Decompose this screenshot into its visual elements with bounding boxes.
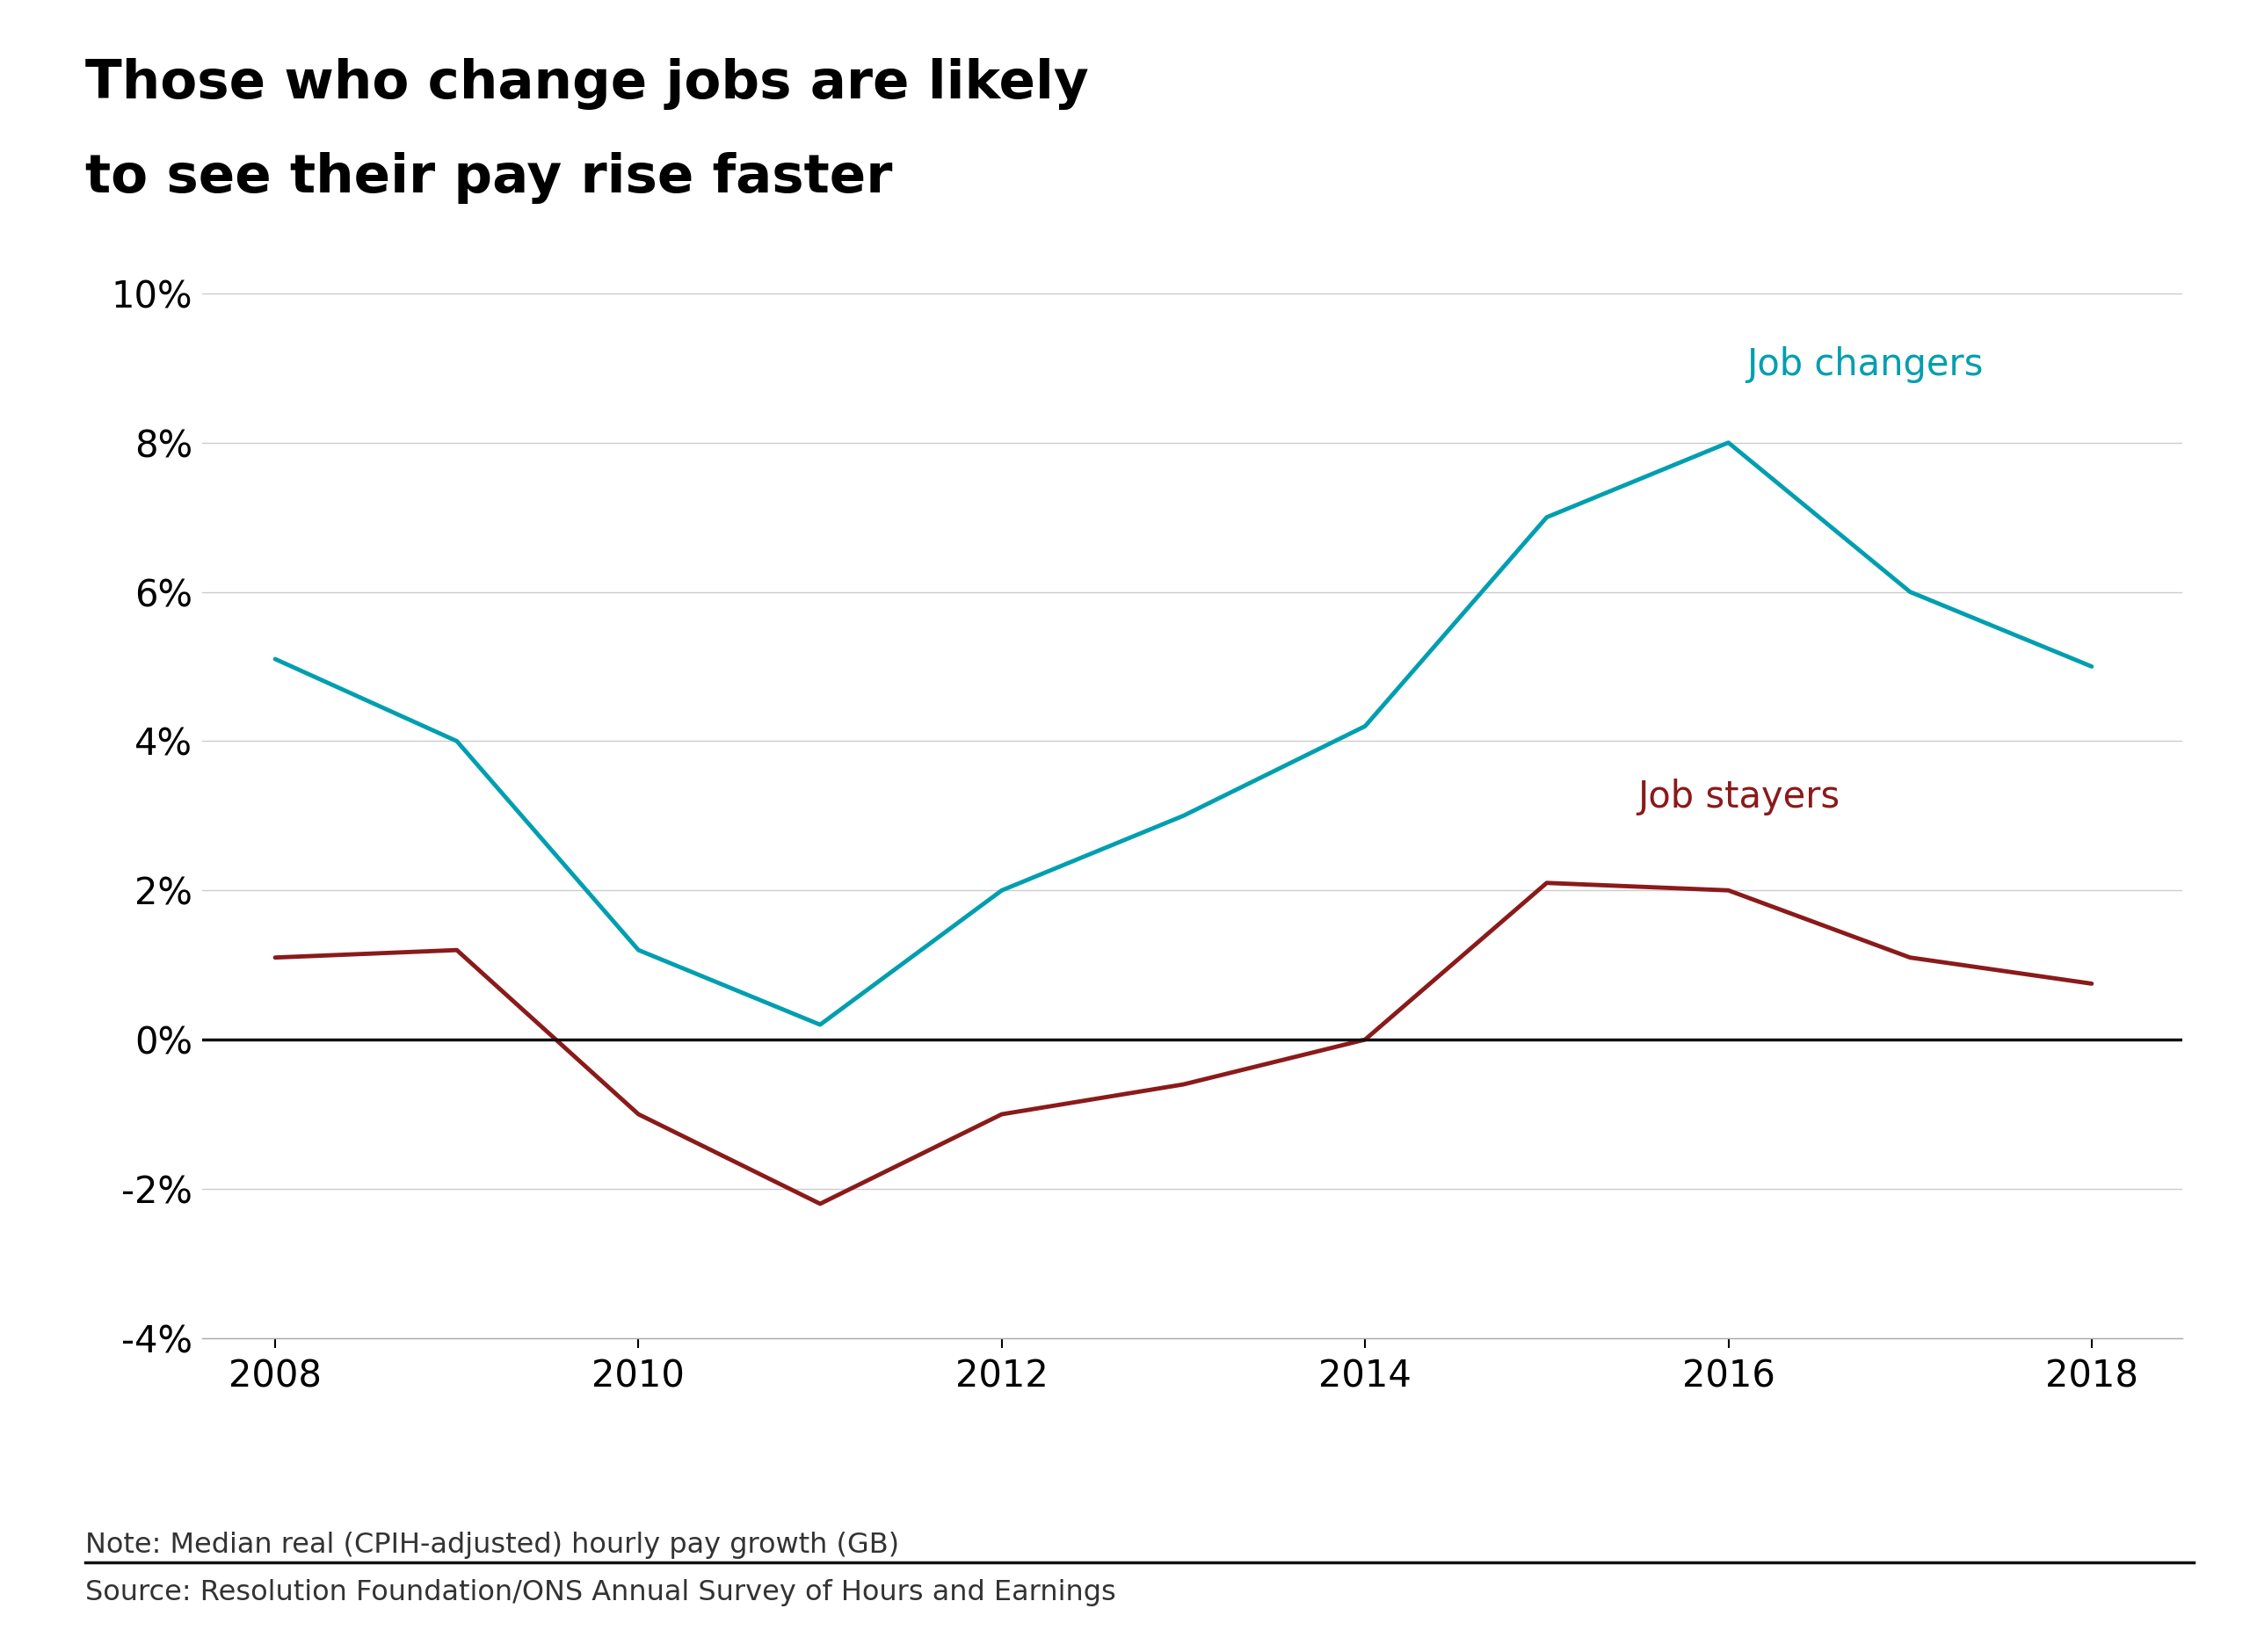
Text: Job stayers: Job stayers bbox=[1638, 778, 1840, 816]
Text: Note: Median real (CPIH-adjusted) hourly pay growth (GB): Note: Median real (CPIH-adjusted) hourly… bbox=[86, 1531, 900, 1558]
Text: to see their pay rise faster: to see their pay rise faster bbox=[86, 152, 893, 203]
Text: Those who change jobs are likely: Those who change jobs are likely bbox=[86, 58, 1089, 109]
Text: BBC: BBC bbox=[2106, 1586, 2164, 1612]
Text: Source: Resolution Foundation/ONS Annual Survey of Hours and Earnings: Source: Resolution Foundation/ONS Annual… bbox=[86, 1579, 1116, 1606]
Text: Job changers: Job changers bbox=[1746, 345, 1982, 383]
